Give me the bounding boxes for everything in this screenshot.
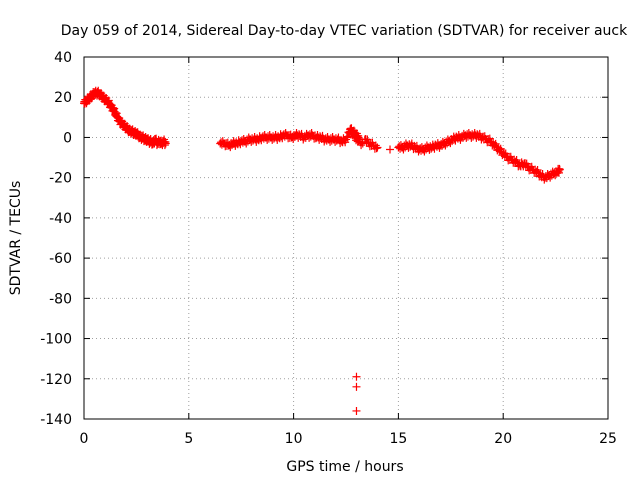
data-point <box>511 157 520 166</box>
tick-labels: 40 20 0 -20 -40 -60 -80 -100 -120 -140 0 5 10 15 20 25 <box>40 50 617 447</box>
y-tick-label: -80 <box>49 291 72 307</box>
x-tick-label: 15 <box>389 431 407 447</box>
x-tick-label: 5 <box>184 431 193 447</box>
data-point <box>386 145 395 154</box>
data-point <box>242 139 251 148</box>
data-point <box>354 133 363 142</box>
data-point <box>555 165 564 174</box>
x-tick-label: 10 <box>285 431 303 447</box>
grid-lines <box>84 57 608 419</box>
x-tick-label: 20 <box>494 431 512 447</box>
x-tick-label: 25 <box>599 431 617 447</box>
chart-title: Day 059 of 2014, Sidereal Day-to-day VTE… <box>61 23 628 39</box>
data-point <box>422 141 431 150</box>
x-tick-label: 0 <box>80 431 89 447</box>
axis-ticks <box>83 56 609 420</box>
data-point <box>490 141 499 150</box>
data-point <box>399 145 408 154</box>
y-tick-label: -140 <box>40 412 72 428</box>
data-point <box>546 173 555 182</box>
y-axis-label: SDTVAR / TECUs <box>8 181 24 296</box>
y-tick-label: -120 <box>40 372 72 388</box>
y-tick-label: 20 <box>54 90 72 106</box>
data-point <box>161 139 170 148</box>
y-tick-label: -20 <box>49 171 72 187</box>
data-point <box>373 143 382 152</box>
y-tick-label: -60 <box>49 251 72 267</box>
plot-frame <box>83 56 609 420</box>
data-point <box>441 141 450 150</box>
data-point <box>420 147 429 156</box>
data-point <box>532 167 541 176</box>
data-points <box>80 86 564 415</box>
data-point <box>352 406 361 415</box>
x-axis-label: GPS time / hours <box>286 459 403 475</box>
data-point <box>372 144 381 153</box>
y-tick-label: 40 <box>54 50 72 66</box>
data-point <box>352 382 361 391</box>
y-tick-label: 0 <box>63 130 72 146</box>
data-point <box>352 372 361 381</box>
y-tick-label: -100 <box>40 332 72 348</box>
y-tick-label: -40 <box>49 211 72 227</box>
